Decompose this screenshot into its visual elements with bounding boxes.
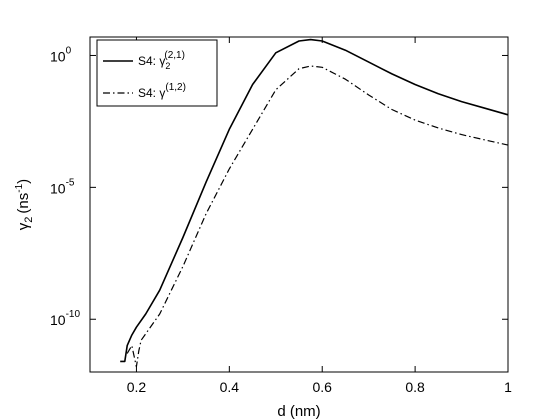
axes-box (89, 36, 509, 373)
legend-entry-1-superscript: (1,2) (165, 82, 186, 93)
x-tick-label-4: 1 (504, 379, 512, 395)
x-tick-label-2: 0.6 (312, 379, 332, 395)
x-tick-label-3: 0.8 (405, 379, 425, 395)
x-tick-label-1: 0.4 (220, 379, 240, 395)
y-axis-label-unit: (ns (15, 193, 32, 214)
series-layer (120, 38, 509, 368)
y-axis-label-unit-close: ) (15, 179, 32, 184)
ticks-layer: 0.2 0.4 0.6 0.8 1 100 10-5 10-10 (50, 37, 512, 395)
y-tick-label-2: 10-10 (50, 309, 80, 328)
y-axis-label-subscript: 2 (23, 217, 35, 223)
series-line-dashdot (126, 65, 509, 368)
series-line-solid (120, 38, 509, 363)
y-tick-label-1: 10-5 (50, 177, 75, 196)
y-axis-label: γ2 (ns-1) (14, 179, 35, 230)
y-axis-label-unit-superscript: -1 (14, 183, 25, 192)
legend: S4: γ2(2,1) S4: γ(1,2) (96, 39, 218, 107)
legend-entry-0-superscript: (2,1) (164, 50, 185, 61)
y-axis-label-symbol: γ (15, 222, 32, 230)
legend-entry-0: S4: γ2(2,1) (138, 50, 185, 71)
x-axis-label: d (nm) (277, 403, 320, 420)
y-tick-label-0: 100 (50, 45, 72, 64)
legend-entry-0-subscript: 2 (165, 61, 170, 71)
legend-box (96, 39, 218, 107)
legend-entry-1: S4: γ(1,2) (138, 82, 186, 100)
legend-entry-1-prefix: S4: γ (138, 86, 165, 100)
legend-entry-0-prefix: S4: γ (138, 54, 165, 68)
x-tick-label-0: 0.2 (127, 379, 147, 395)
